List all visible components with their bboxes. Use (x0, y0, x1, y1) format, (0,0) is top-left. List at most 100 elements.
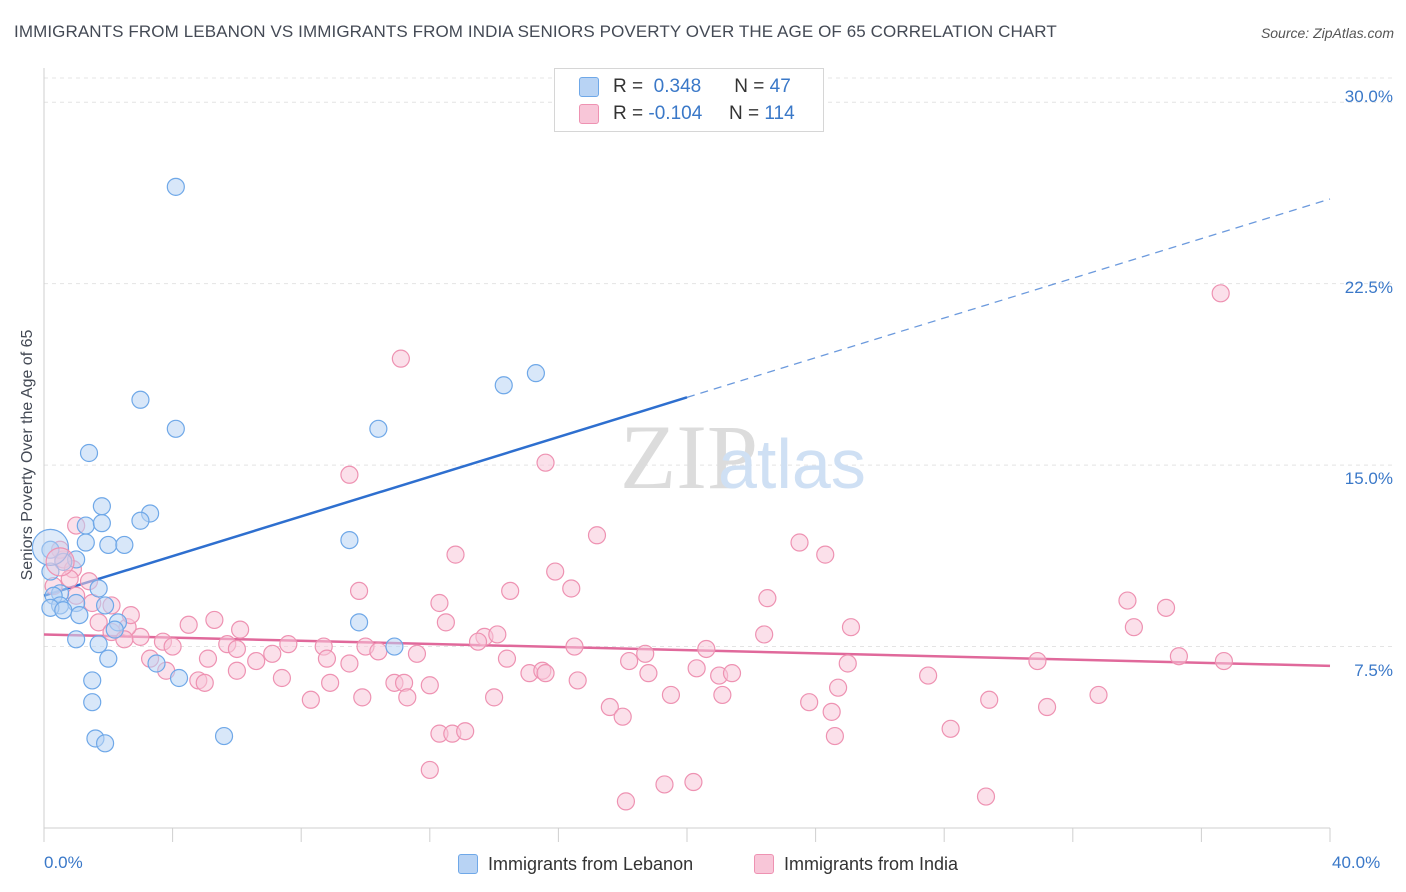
legend-swatch-india (754, 854, 774, 874)
data-point-india (1169, 647, 1188, 666)
data-point-india (497, 649, 517, 668)
data-point-lebanon (166, 177, 185, 196)
gridlines (44, 77, 1392, 648)
y-tick-label: 30.0% (1344, 87, 1393, 106)
data-point-india (841, 618, 861, 637)
data-point-india (976, 787, 996, 806)
data-point-india (420, 676, 439, 695)
data-point-india (790, 533, 809, 552)
data-point-lebanon (340, 530, 359, 550)
data-point-india (468, 632, 488, 651)
data-point-lebanon (147, 654, 166, 673)
data-point-india (587, 526, 607, 545)
data-point-india (941, 719, 960, 738)
legend-swatch-lebanon (458, 854, 478, 874)
data-point-india (661, 685, 681, 705)
legend-n-value: 114 (764, 103, 795, 124)
data-point-india (800, 693, 819, 712)
data-point-lebanon (385, 637, 404, 656)
data-point-lebanon (31, 528, 70, 566)
data-point-india (1211, 284, 1230, 303)
data-point-india (816, 545, 835, 564)
data-point-india (825, 726, 844, 746)
data-point-lebanon (95, 734, 115, 753)
data-point-lebanon (166, 419, 185, 438)
legend-n-value: 47 (769, 76, 791, 97)
data-point-india (600, 697, 619, 717)
y-tick-label: 7.5% (1354, 661, 1393, 680)
data-point-india (195, 673, 214, 692)
data-point-india (227, 639, 246, 659)
data-point-india (536, 453, 555, 472)
data-point-india (687, 659, 706, 678)
data-point-india (501, 581, 520, 601)
data-point-lebanon (105, 620, 124, 639)
data-point-lebanon (99, 535, 118, 555)
data-point-india (446, 545, 465, 564)
legend-r-value: -0.104 (648, 103, 703, 124)
source-label: Source: ZipAtlas.com (1260, 25, 1394, 41)
watermark-zip: ZIP (620, 406, 758, 508)
data-point-lebanon (89, 579, 108, 598)
chart-title: IMMIGRANTS FROM LEBANON VS IMMIGRANTS FR… (14, 22, 1057, 41)
legend-n-label: N = (728, 103, 760, 124)
data-point-lebanon (70, 605, 89, 625)
data-point-india (279, 635, 298, 654)
data-point-lebanon (67, 630, 86, 649)
data-point-india (568, 671, 587, 690)
data-point-india (272, 668, 292, 688)
data-point-lebanon (76, 516, 95, 535)
y-tick-label: 15.0% (1344, 469, 1393, 488)
trend-line-lebanon (43, 396, 688, 597)
data-point-india (684, 772, 703, 792)
legend-swatch-lebanon (579, 77, 599, 97)
bottom-legend-india: Immigrants from India (754, 852, 958, 876)
data-point-india (616, 792, 636, 811)
watermark-atlas: atlas (718, 425, 866, 503)
trend-line-india (43, 633, 1331, 668)
data-point-india (758, 589, 777, 608)
data-points (31, 177, 1234, 811)
data-point-india (340, 465, 359, 484)
data-point-india (713, 685, 732, 705)
axes (43, 68, 1331, 842)
bottom-legend-lebanon: Immigrants from Lebanon (458, 852, 693, 876)
data-point-india (488, 625, 507, 644)
data-point-india (340, 654, 359, 673)
data-point-india (919, 666, 938, 685)
data-point-india (1089, 685, 1108, 705)
data-point-india (980, 690, 999, 709)
data-point-india (639, 664, 658, 683)
data-point-lebanon (131, 511, 150, 530)
data-point-india (407, 644, 427, 663)
legend-label-lebanon: Immigrants from Lebanon (488, 853, 694, 874)
data-point-lebanon (99, 649, 118, 668)
data-point-india (1156, 598, 1176, 617)
data-point-india (697, 639, 716, 659)
data-point-india (562, 579, 581, 598)
data-point-india (636, 644, 655, 663)
data-point-lebanon (526, 364, 545, 383)
data-point-india (317, 649, 337, 668)
data-point-lebanon (214, 726, 234, 746)
data-point-india (263, 644, 282, 663)
data-point-india (353, 688, 372, 707)
legend-n-label: N = (734, 76, 765, 97)
legend-row-lebanon: R = 0.348 N = 47 (579, 75, 791, 99)
data-point-lebanon (349, 613, 369, 632)
legend-row-india: R = -0.104 N = 114 (579, 102, 795, 126)
data-point-lebanon (83, 671, 102, 690)
data-point-india (456, 722, 475, 741)
data-point-india (301, 690, 320, 709)
data-point-india (536, 664, 555, 683)
data-point-india (1124, 618, 1143, 637)
data-point-india (430, 593, 449, 613)
data-point-india (722, 664, 742, 683)
data-point-india (420, 760, 439, 780)
data-point-india (321, 673, 340, 692)
data-point-india (565, 637, 584, 656)
data-point-india (45, 547, 75, 577)
data-point-lebanon (169, 668, 189, 688)
data-point-india (838, 654, 857, 673)
